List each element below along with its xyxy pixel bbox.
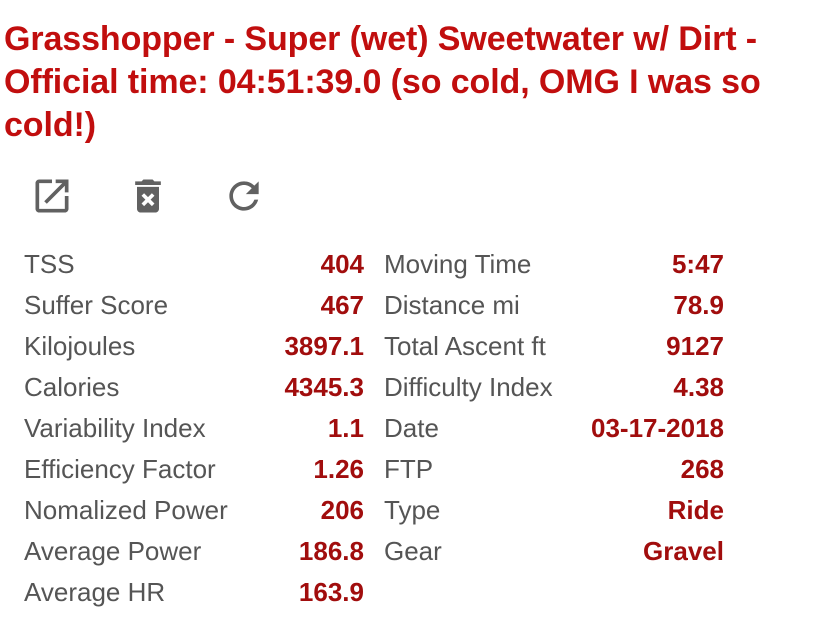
stat-label: Total Ascent ft xyxy=(384,331,546,361)
stat-value: 206 xyxy=(320,495,364,525)
stat-type: Type Ride xyxy=(384,490,724,531)
open-activity-button[interactable] xyxy=(28,172,76,220)
stat-label: FTP xyxy=(384,454,434,484)
delete-icon xyxy=(135,179,161,213)
stat-label: Suffer Score xyxy=(24,290,169,320)
stat-label: Difficulty Index xyxy=(384,372,553,402)
stat-total-ascent: Total Ascent ft 9127 xyxy=(384,326,724,367)
stat-gear: Gear Gravel xyxy=(384,531,724,572)
stat-value: Gravel xyxy=(643,536,724,566)
stat-label: Kilojoules xyxy=(24,331,136,361)
stat-difficulty-index: Difficulty Index 4.38 xyxy=(384,367,724,408)
stat-value: 1.26 xyxy=(313,454,364,484)
stat-average-hr: Average HR 163.9 xyxy=(24,572,364,613)
refresh-activity-button[interactable] xyxy=(220,172,268,220)
delete-activity-button[interactable] xyxy=(124,172,172,220)
stat-normalized-power: Nomalized Power 206 xyxy=(24,490,364,531)
stat-variability-index: Variability Index 1.1 xyxy=(24,408,364,449)
stat-ftp: FTP 268 xyxy=(384,449,724,490)
stat-label: Average Power xyxy=(24,536,202,566)
stat-label: Efficiency Factor xyxy=(24,454,216,484)
stat-kilojoules: Kilojoules 3897.1 xyxy=(24,326,364,367)
stat-label: Nomalized Power xyxy=(24,495,228,525)
stat-tss: TSS 404 xyxy=(24,244,364,285)
open-in-new-icon xyxy=(35,179,69,213)
stat-value: 5:47 xyxy=(671,249,724,279)
stat-value: 9127 xyxy=(666,331,724,361)
stat-label: Moving Time xyxy=(384,249,532,279)
stat-value: 163.9 xyxy=(298,577,364,607)
stat-label: Type xyxy=(384,495,441,525)
stat-value: 78.9 xyxy=(673,290,724,320)
stat-label: TSS xyxy=(24,249,75,279)
stat-distance: Distance mi 78.9 xyxy=(384,285,724,326)
stat-value: Ride xyxy=(667,495,724,525)
stat-value: 186.8 xyxy=(298,536,364,566)
stat-value: 4.38 xyxy=(673,372,724,402)
stat-date: Date 03-17-2018 xyxy=(384,408,724,449)
stat-average-power: Average Power 186.8 xyxy=(24,531,364,572)
stat-label: Distance mi xyxy=(384,290,520,320)
stat-moving-time: Moving Time 5:47 xyxy=(384,244,724,285)
stat-suffer-score: Suffer Score 467 xyxy=(24,285,364,326)
stat-value: 467 xyxy=(320,290,364,320)
stat-value: 268 xyxy=(680,454,724,484)
stat-value: 4345.3 xyxy=(284,372,364,402)
stat-label: Variability Index xyxy=(24,413,206,443)
stat-label: Gear xyxy=(384,536,442,566)
refresh-icon xyxy=(229,181,259,211)
stat-label: Date xyxy=(384,413,439,443)
stat-efficiency-factor: Efficiency Factor 1.26 xyxy=(24,449,364,490)
stat-label: Average HR xyxy=(24,577,166,607)
stat-calories: Calories 4345.3 xyxy=(24,367,364,408)
stat-label: Calories xyxy=(24,372,120,402)
stat-value: 1.1 xyxy=(327,413,364,443)
stat-value: 3897.1 xyxy=(284,331,364,361)
stat-value: 03-17-2018 xyxy=(591,413,724,443)
activity-title: Grasshopper - Super (wet) Sweetwater w/ … xyxy=(4,20,761,144)
stat-value: 404 xyxy=(320,249,364,279)
